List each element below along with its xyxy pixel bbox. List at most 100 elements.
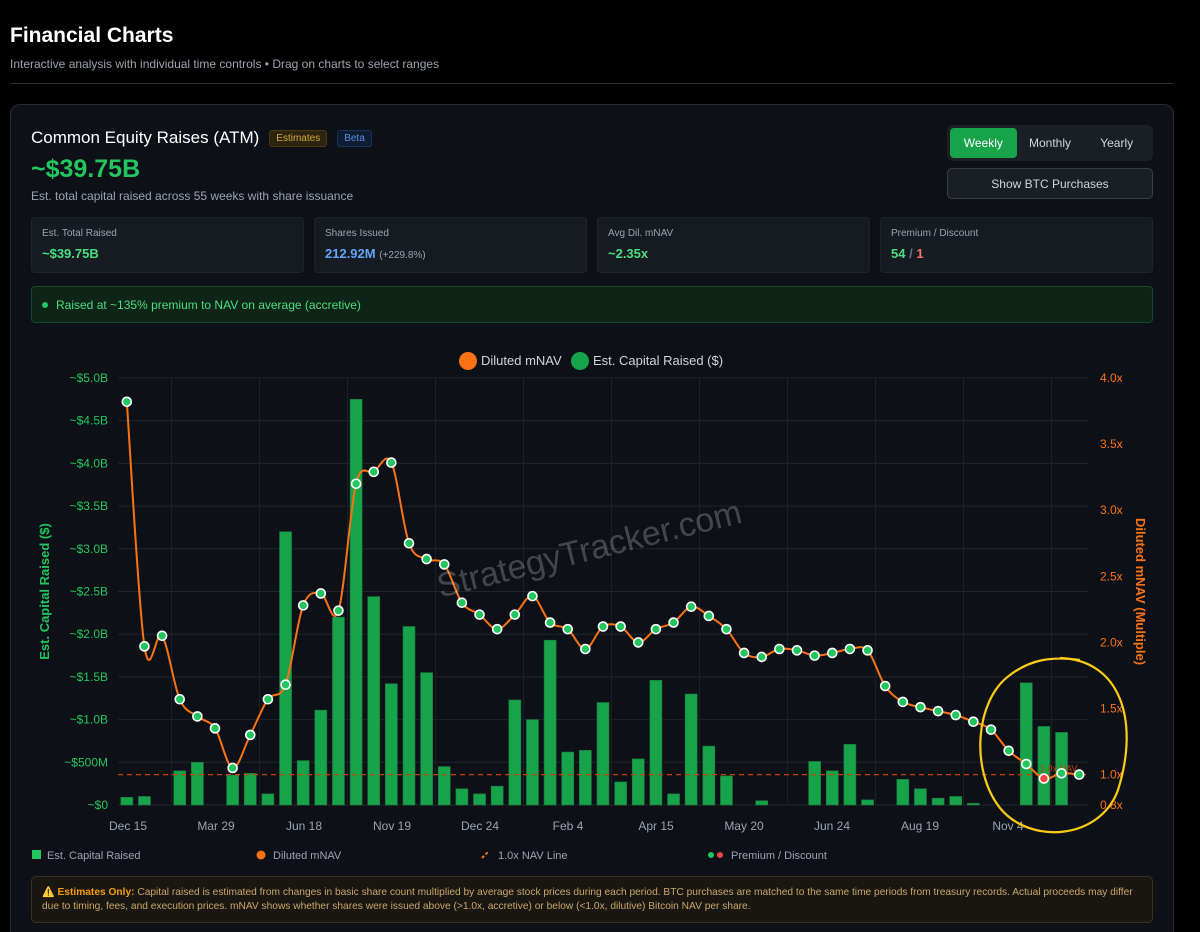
mnav-point bbox=[932, 705, 944, 717]
y-right-tick-label: 2.5x bbox=[1100, 569, 1123, 583]
bar bbox=[1037, 726, 1051, 806]
mnav-point bbox=[774, 643, 785, 655]
legend-bottom-mnav-label: Diluted mNAV bbox=[273, 850, 342, 862]
legend-bottom-capital-swatch bbox=[32, 850, 41, 859]
mnav-point bbox=[615, 621, 626, 632]
stat-shares-issued: Shares Issued 212.92M (+229.8%) bbox=[314, 217, 587, 273]
x-tick-label: Apr 15 bbox=[638, 819, 674, 833]
bar bbox=[455, 788, 469, 806]
bar bbox=[861, 799, 874, 806]
mnav-point bbox=[650, 623, 662, 635]
mnav-point bbox=[668, 617, 679, 628]
stat-label: Est. Total Raised bbox=[42, 228, 117, 239]
premium-count: 54 bbox=[891, 246, 906, 261]
bar bbox=[596, 702, 610, 806]
legend-bottom-mnav-swatch bbox=[256, 850, 266, 860]
mnav-point bbox=[297, 600, 309, 611]
stat-label: Premium / Discount bbox=[891, 228, 979, 239]
bar bbox=[490, 785, 504, 806]
mnav-point bbox=[1003, 745, 1014, 757]
bar bbox=[332, 616, 345, 806]
legend-bottom-navline-label: 1.0x NAV Line bbox=[498, 850, 568, 862]
mnav-point bbox=[897, 696, 909, 708]
x-tick-label: Aug 19 bbox=[901, 819, 939, 833]
x-tick-label: Feb 4 bbox=[553, 819, 584, 833]
bar bbox=[226, 774, 239, 806]
bar bbox=[579, 750, 592, 806]
y-left-tick-label: ~$2.5B bbox=[70, 585, 108, 599]
bar bbox=[120, 797, 134, 806]
bar bbox=[561, 751, 575, 806]
bar bbox=[402, 626, 416, 806]
bar bbox=[526, 719, 539, 806]
mnav-point bbox=[879, 680, 891, 692]
note-text: Capital raised is estimated from changes… bbox=[42, 887, 1133, 912]
bar bbox=[243, 773, 257, 806]
x-tick-label: Dec 15 bbox=[109, 819, 147, 833]
bar bbox=[720, 775, 733, 806]
total-raised-value: ~$39.75B bbox=[31, 155, 141, 183]
bar bbox=[702, 745, 716, 806]
bar bbox=[261, 793, 275, 806]
stat-label: Avg Dil. mNAV bbox=[608, 228, 674, 239]
x-tick-label: Mar 29 bbox=[197, 819, 235, 833]
bar bbox=[755, 800, 769, 806]
y-left-tick-label: ~$1.0B bbox=[70, 713, 108, 727]
mnav-point bbox=[1020, 758, 1032, 770]
y-left-tick-label: ~$0 bbox=[88, 798, 109, 812]
mnav-point bbox=[1038, 773, 1050, 784]
tab-yearly[interactable]: Yearly bbox=[1100, 136, 1134, 150]
x-tick-label: May 20 bbox=[724, 819, 764, 833]
bar bbox=[631, 758, 645, 806]
mnav-point bbox=[403, 537, 415, 549]
bar bbox=[296, 760, 310, 806]
bar bbox=[808, 761, 821, 806]
nav-line-label: 1.0x NAV bbox=[1040, 764, 1077, 774]
discount-count: 1 bbox=[916, 246, 924, 261]
stat-value: 212.92M bbox=[325, 246, 376, 261]
legend-bottom-navline-swatch bbox=[481, 851, 489, 859]
mnav-point bbox=[1073, 769, 1085, 780]
legend-mnav-swatch bbox=[459, 352, 477, 370]
period-selector: Weekly Monthly Yearly bbox=[947, 125, 1153, 161]
accretive-banner: Raised at ~135% premium to NAV on averag… bbox=[31, 286, 1153, 323]
mnav-point bbox=[156, 630, 168, 642]
legend-bottom-premium-swatch bbox=[708, 852, 714, 858]
mnav-point bbox=[985, 724, 997, 735]
bar bbox=[543, 639, 557, 806]
stat-change: (+229.8%) bbox=[379, 250, 426, 261]
y-right-tick-label: 4.0x bbox=[1100, 371, 1123, 385]
mnav-point bbox=[527, 590, 538, 602]
highlight-circle-annotation bbox=[979, 656, 1128, 834]
bar bbox=[1019, 682, 1033, 806]
mnav-point bbox=[826, 647, 838, 659]
bar bbox=[684, 693, 698, 806]
mnav-point bbox=[968, 716, 979, 728]
card-title: Common Equity Raises (ATM) bbox=[31, 128, 260, 147]
show-btc-purchases-button[interactable]: Show BTC Purchases bbox=[947, 168, 1153, 199]
mnav-point bbox=[756, 651, 768, 663]
mnav-point bbox=[280, 679, 291, 690]
mnav-point bbox=[315, 588, 327, 599]
y-right-tick-label: 3.5x bbox=[1100, 437, 1123, 451]
banner-text: Raised at ~135% premium to NAV on averag… bbox=[56, 297, 361, 312]
mnav-point bbox=[421, 553, 432, 565]
separator: / bbox=[909, 246, 913, 261]
bar bbox=[896, 779, 910, 806]
mnav-point bbox=[580, 643, 591, 655]
y-left-axis-title: Est. Capital Raised ($) bbox=[37, 523, 52, 660]
y-left-tick-label: ~$500M bbox=[64, 755, 108, 769]
mnav-point bbox=[121, 396, 133, 408]
bar bbox=[173, 770, 187, 806]
y-left-tick-label: ~$3.5B bbox=[70, 499, 108, 513]
bar bbox=[667, 793, 680, 806]
y-left-tick-label: ~$3.0B bbox=[70, 542, 108, 556]
tab-monthly[interactable]: Monthly bbox=[1028, 136, 1072, 150]
x-tick-label: Jun 18 bbox=[286, 819, 322, 833]
mnav-point bbox=[509, 609, 521, 620]
mnav-point bbox=[632, 637, 644, 648]
tab-weekly[interactable]: Weekly bbox=[950, 128, 1017, 158]
mnav-point bbox=[438, 559, 450, 570]
mnav-point bbox=[368, 466, 380, 478]
